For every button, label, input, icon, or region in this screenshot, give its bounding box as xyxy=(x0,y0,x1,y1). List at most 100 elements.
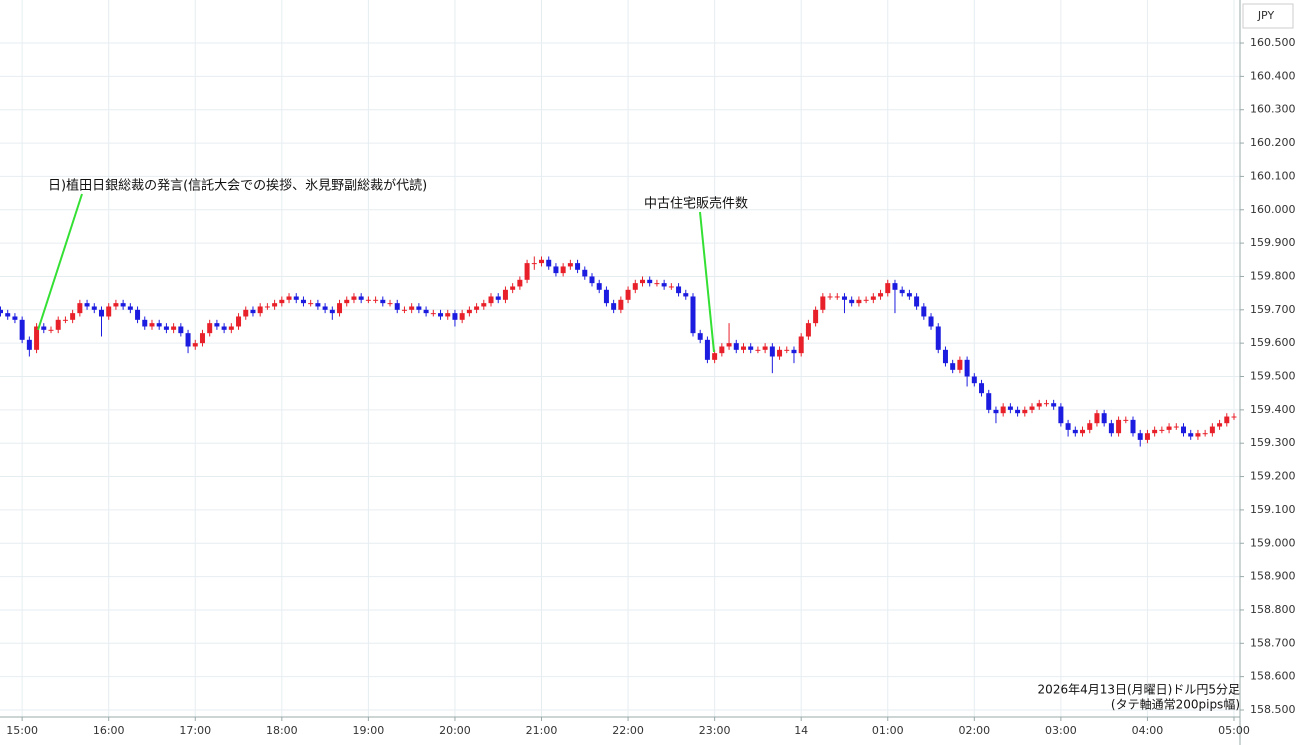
candle-body xyxy=(48,329,54,331)
grid xyxy=(0,0,1240,717)
candle-body xyxy=(726,343,732,347)
candle-body xyxy=(84,303,90,307)
y-tick-label: 160.200 xyxy=(1250,136,1296,149)
candle-body xyxy=(192,343,198,347)
candle-body xyxy=(373,299,379,301)
candle-body xyxy=(661,283,667,287)
candle-body xyxy=(250,309,256,314)
candle-body xyxy=(228,326,234,330)
candle-body xyxy=(243,309,249,317)
candle-body xyxy=(993,409,999,414)
candle-body xyxy=(697,333,703,340)
annotation-line xyxy=(699,211,715,353)
y-tick-label: 158.700 xyxy=(1250,636,1296,649)
candle-body xyxy=(113,303,119,307)
candle-body xyxy=(841,296,847,300)
y-tick-label: 159.000 xyxy=(1250,536,1296,549)
currency-box xyxy=(1242,3,1294,29)
candle-body xyxy=(935,326,941,350)
candle-body xyxy=(149,323,155,327)
candle-body xyxy=(1217,423,1223,427)
candle-body xyxy=(1101,413,1107,424)
candle-body xyxy=(156,323,162,327)
x-tick-label: 14 xyxy=(794,724,808,737)
candle-body xyxy=(589,276,595,284)
candle-body xyxy=(878,293,884,297)
candle-body xyxy=(1022,409,1028,414)
candle-body xyxy=(236,316,242,327)
x-tick-label: 15:00 xyxy=(6,724,38,737)
y-tick-label: 160.400 xyxy=(1250,69,1296,82)
candle-body xyxy=(351,296,357,300)
x-tick-label: 01:00 xyxy=(872,724,904,737)
candle-body xyxy=(380,299,386,304)
candle-body xyxy=(423,309,429,314)
candle-body xyxy=(315,303,321,307)
y-tick-label: 159.400 xyxy=(1250,403,1296,416)
candle-body xyxy=(416,306,422,310)
candle-body xyxy=(524,263,530,280)
annotation: 日)植田日銀総裁の発言(信託大会での挨拶、氷見野副総裁が代読) xyxy=(48,178,427,194)
candle-body xyxy=(459,313,465,320)
candle-body xyxy=(26,339,32,350)
candle-body xyxy=(748,346,754,350)
candle-body xyxy=(957,359,963,370)
candle-body xyxy=(690,296,696,334)
x-tick-label: 19:00 xyxy=(353,724,385,737)
candle-body xyxy=(1123,419,1129,421)
candle-body xyxy=(0,309,3,314)
x-tick-label: 20:00 xyxy=(439,724,471,737)
candle-body xyxy=(639,279,645,284)
candle-body xyxy=(1065,423,1071,430)
candle-body xyxy=(539,259,545,264)
candle-body xyxy=(106,306,112,317)
candles xyxy=(0,256,1237,447)
candle-body xyxy=(264,306,270,308)
candle-body xyxy=(885,283,891,294)
candle-body xyxy=(1080,429,1086,434)
candle-body xyxy=(647,279,653,284)
candle-body xyxy=(62,319,68,321)
candle-body xyxy=(272,303,278,307)
candle-body xyxy=(798,336,804,354)
candle-body xyxy=(279,299,285,304)
candle-body xyxy=(308,303,314,305)
candle-body xyxy=(625,289,631,300)
candle-body xyxy=(777,349,783,357)
candle-body xyxy=(740,346,746,350)
candle-body xyxy=(401,309,407,311)
candle-body xyxy=(632,283,638,290)
candle-body xyxy=(553,266,559,274)
candle-body xyxy=(1007,406,1013,410)
candle-body xyxy=(1015,409,1021,414)
footnote: (タテ軸通常200pips幅) xyxy=(1111,697,1240,712)
candle-body xyxy=(120,303,126,307)
candle-body xyxy=(704,339,710,360)
candle-body xyxy=(5,313,11,317)
candle-body xyxy=(784,349,790,351)
candle-body xyxy=(1087,423,1093,430)
candle-body xyxy=(1181,426,1187,434)
candle-body xyxy=(1188,433,1194,437)
x-tick-label: 02:00 xyxy=(958,724,990,737)
y-tick-label: 160.000 xyxy=(1250,203,1296,216)
candle-body xyxy=(971,376,977,384)
candle-body xyxy=(769,346,775,357)
candle-body xyxy=(474,306,480,310)
candle-body xyxy=(322,306,328,310)
candle-body xyxy=(329,309,335,314)
candle-body xyxy=(899,289,905,294)
candle-body xyxy=(849,299,855,304)
x-tick-label: 04:00 xyxy=(1132,724,1164,737)
candle-body xyxy=(942,349,948,364)
candle-body xyxy=(430,313,436,315)
candle-body xyxy=(712,353,718,360)
x-tick-label: 21:00 xyxy=(526,724,558,737)
candle-body xyxy=(365,299,371,301)
candle-body xyxy=(502,289,508,300)
candle-body xyxy=(986,393,992,410)
candle-body xyxy=(185,333,191,347)
candle-body xyxy=(214,323,220,327)
y-tick-label: 159.200 xyxy=(1250,470,1296,483)
